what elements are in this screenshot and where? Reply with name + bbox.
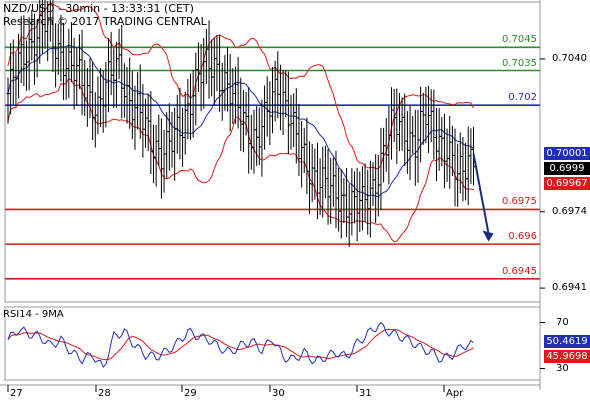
x-tick-label: Apr — [446, 388, 464, 399]
chart-header-copyright: Research © 2017 TRADING CENTRAL — [3, 15, 207, 28]
x-tick-label: 27 — [10, 388, 23, 399]
y-tick-label: 0.6941 — [552, 282, 587, 294]
bollinger-upper-band — [7, 2, 474, 170]
y-tick-label: 0.6974 — [552, 205, 587, 217]
rsi-value-badge: 50.4619 — [544, 335, 590, 348]
price-badge: 0.69967 — [544, 177, 590, 190]
x-tick-label: 28 — [98, 388, 111, 399]
x-tick-label: 31 — [359, 388, 372, 399]
level-label: 0.6945 — [502, 265, 537, 277]
level-label: 0.696 — [508, 231, 537, 243]
x-tick-label: 30 — [272, 388, 285, 399]
level-label: 0.702 — [508, 92, 537, 104]
rsi-ma-line — [7, 328, 474, 361]
rsi-line — [7, 321, 474, 368]
forecast-arrow-shaft — [472, 153, 490, 234]
level-label: 0.7035 — [502, 57, 537, 69]
chart-header-title: NZD/USD - 30min - 13:33:31 (CET) — [3, 2, 194, 15]
rsi-y-tick-label: 30 — [556, 362, 569, 374]
price-badge: 0.6999 — [544, 162, 590, 175]
rsi-ma-value-badge: 45.9698 — [544, 350, 590, 363]
forecast-arrow-head — [482, 230, 494, 242]
x-tick-label: 29 — [184, 388, 197, 399]
price-badge: 0.70001 — [544, 147, 590, 160]
level-label: 0.7045 — [502, 34, 537, 46]
y-tick-label: 0.7040 — [552, 52, 587, 64]
rsi-y-tick-label: 70 — [556, 316, 569, 328]
level-label: 0.6975 — [502, 196, 537, 208]
rsi-panel-title: RSI14 - 9MA — [3, 309, 64, 320]
